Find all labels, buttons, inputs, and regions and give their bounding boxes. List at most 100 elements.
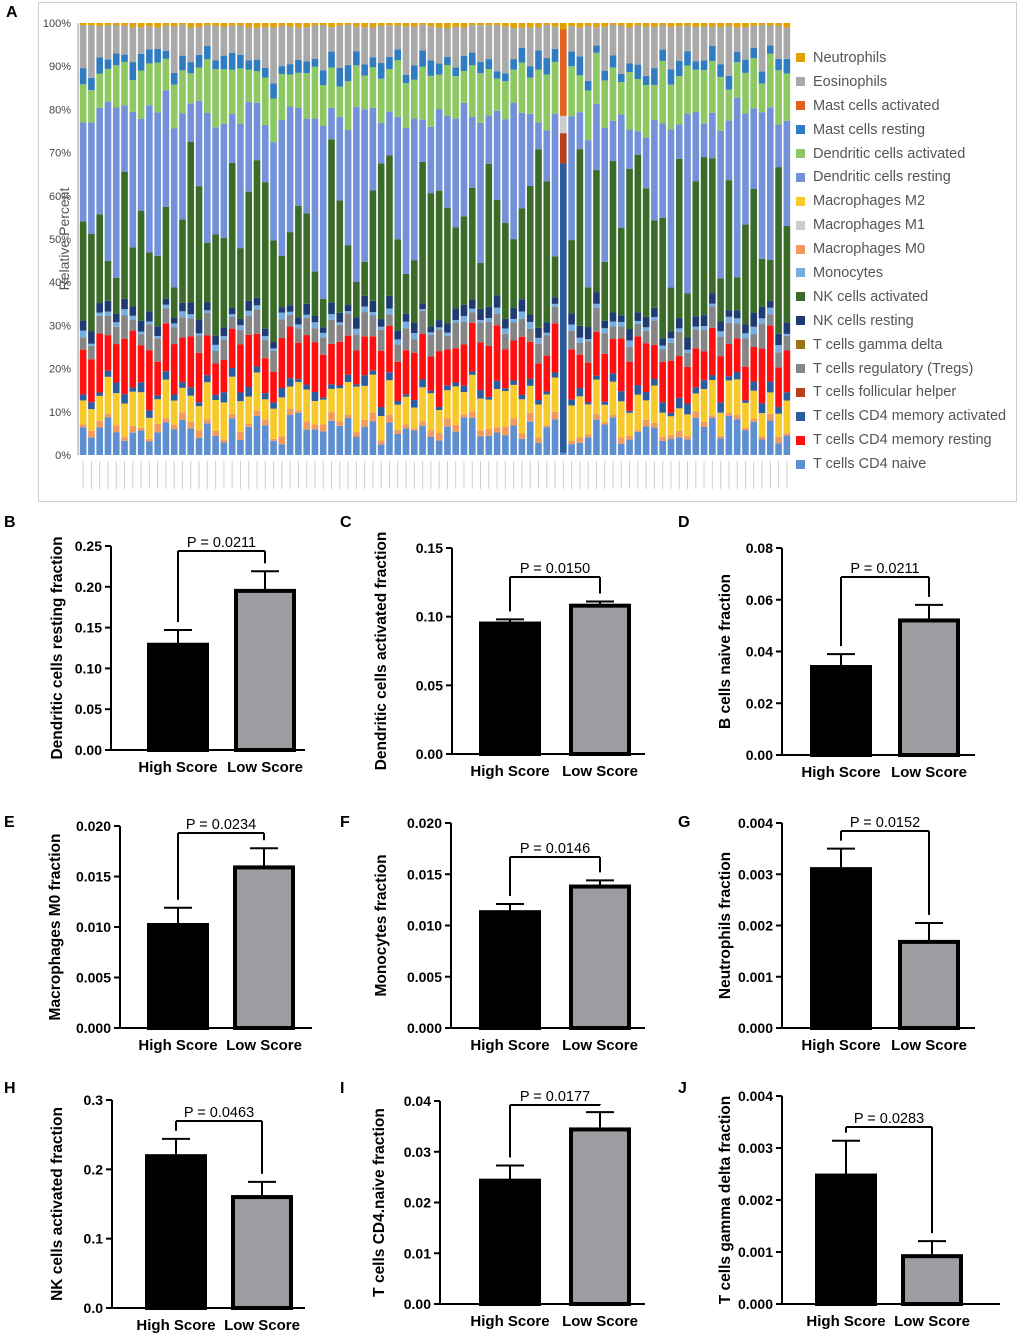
stacked-segment [427,356,435,391]
stacked-segment [204,23,211,26]
stacked-segment [766,25,774,46]
stacked-segment [502,119,509,224]
stacked-segment [651,344,658,379]
stacked-segment [766,23,774,26]
stacked-segment [410,339,418,353]
stacked-segment [170,429,178,455]
stacked-segment [783,58,791,74]
stacked-segment [377,163,385,320]
stacked-segment [137,430,145,455]
stacked-segment [750,346,758,382]
stacked-segment [336,322,344,325]
stacked-segment [88,402,95,410]
stacked-segment [162,418,170,423]
stacked-segment [535,442,542,455]
stacked-segment [278,73,286,121]
stacked-segment [444,349,451,386]
stacked-segment [584,339,592,342]
sample-label-stub [711,461,713,489]
stacked-segment [278,312,286,320]
bar-chart-i: T cells CD4.naive fraction 0.00 0.01 0.02 0.… [371,1089,645,1330]
stacked-segment [146,63,153,106]
y-tick-label: 0.10 [75,660,102,676]
stacked-segment [162,323,170,372]
stacked-segment [112,313,120,323]
stacked-segment [593,303,600,308]
stacked-segment [617,437,625,444]
stacked-segment [651,385,658,423]
stacked-segment [692,316,700,327]
stacked-segment [609,55,617,68]
sample-label-stub [728,461,730,489]
stacked-segment [353,281,360,318]
stacked-segment [593,375,600,380]
bar-high-score [145,1154,207,1310]
sample-label-stub [480,461,482,489]
stacked-segment [518,27,526,48]
stacked-segment [709,380,716,416]
stacked-segment [394,49,402,61]
stacked-segment [535,400,542,405]
stacked-segment [709,61,716,113]
stacked-segment [750,47,758,59]
panel-letter-b: B [4,514,16,531]
stacked-segment [377,319,385,327]
stacked-segment [195,101,203,187]
stacked-segment [684,65,691,114]
legend-swatch [796,340,805,350]
stacked-segment [270,371,277,403]
stacked-segment [617,81,625,115]
legend-label: T cells regulatory (Tregs) [813,360,974,377]
stacked-segment [88,430,95,438]
stacked-segment [460,315,468,322]
stacked-segment [617,227,625,316]
stacked-segment [319,337,327,355]
stacked-segment [237,392,244,402]
stacked-segment [717,402,724,413]
sample-label-stub [331,461,333,489]
stacked-segment [700,69,708,124]
stacked-segment [758,23,766,26]
y-tick-label: 0.10 [416,609,443,625]
stacked-segment [286,74,294,107]
stacked-segment [369,312,377,316]
legend-item: Macrophages M0 [796,237,1006,261]
stacked-segment [651,427,658,455]
sample-label-stub [248,461,250,489]
stacked-segment [402,83,410,128]
stacked-segment [435,406,443,411]
stacked-segment [700,388,708,422]
stacked-segment [435,410,443,434]
stacked-segment [319,23,327,26]
y-tick-label: 0.20 [75,579,102,595]
stacked-segment [146,26,153,50]
stacked-segment [584,90,592,141]
stacked-segment [717,130,724,279]
sample-label-stub [687,461,689,489]
stacked-segment [758,306,766,319]
stacked-segment [742,333,749,339]
stacked-segment [775,406,782,414]
stacked-segment [303,73,310,119]
stacked-segment [460,344,468,386]
stacked-segment [742,224,749,325]
stacked-segment [419,333,426,380]
stacked-segment [568,26,575,52]
stacked-segment [286,386,294,409]
stacked-segment [725,89,733,121]
stacked-segment [220,327,228,336]
stacked-segment [179,317,186,338]
stacked-segment [146,23,153,27]
stacked-segment [129,306,137,316]
stacked-segment [742,27,749,60]
stacked-segment [212,435,219,455]
x-tick-label: High Score [806,1313,885,1330]
stacked-segment [468,308,476,313]
stacked-segment [121,171,128,299]
stacked-segment [270,98,277,143]
stacked-segment [336,86,344,117]
stacked-segment [775,70,782,125]
stacked-segment [659,338,666,346]
sample-label-stub [132,461,134,489]
y-tick-label: 0.1 [84,1231,104,1247]
